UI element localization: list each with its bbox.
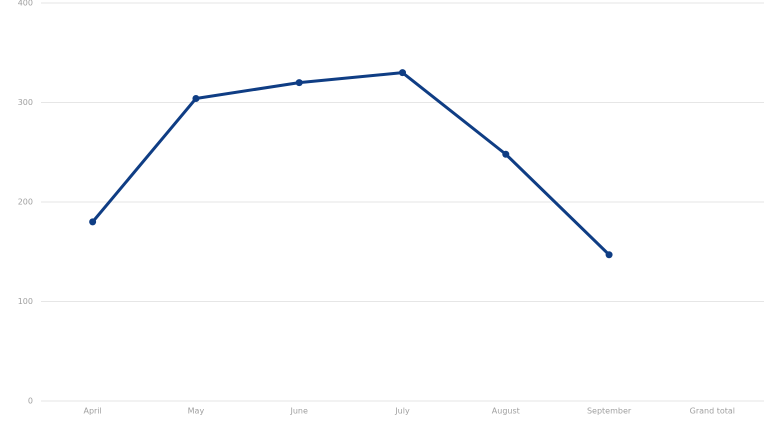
data-point [89,218,97,226]
x-tick-label: April [83,407,101,416]
y-tick-label: 0 [28,397,33,406]
data-point [502,150,510,158]
data-point [295,79,303,87]
x-tick-label: June [290,407,309,416]
y-tick-label: 400 [18,0,33,8]
x-tick-label: August [492,407,520,416]
data-line [91,71,611,256]
data-point [192,95,200,103]
x-tick-label: Grand total [690,407,735,416]
x-tick-label: May [188,407,205,416]
data-point [399,69,406,77]
data-point [605,251,613,259]
x-tick-label: July [394,407,410,416]
y-tick-label: 300 [18,98,33,107]
x-tick-label: September [587,407,632,416]
y-tick-label: 100 [18,297,33,306]
y-tick-label: 200 [18,198,33,207]
